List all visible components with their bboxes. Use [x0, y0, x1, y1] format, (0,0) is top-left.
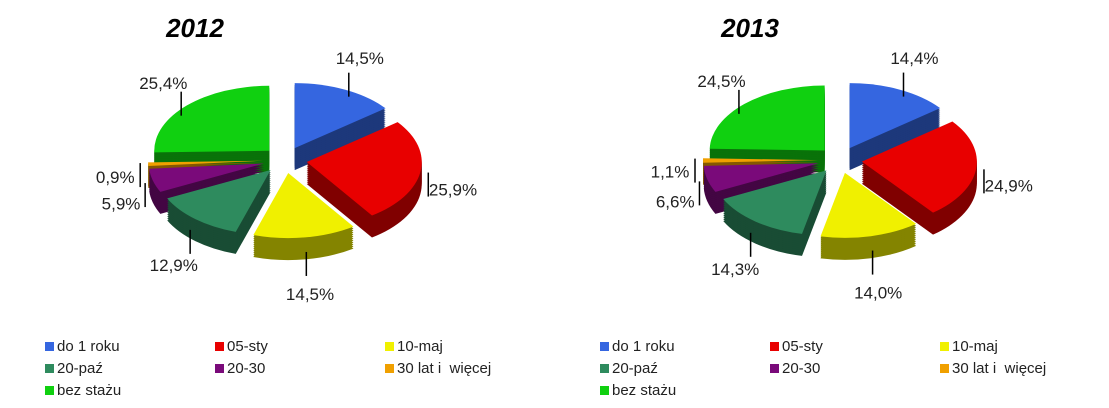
- legend-label: 10-maj: [397, 338, 443, 355]
- legend-swatch: [45, 364, 54, 373]
- data-label: 25,9%: [429, 181, 477, 200]
- data-label: 24,9%: [985, 176, 1033, 195]
- legend-label: 20-30: [782, 360, 820, 377]
- legend-label: bez stażu: [612, 382, 676, 399]
- data-label: 25,4%: [139, 74, 187, 93]
- legend-label: do 1 roku: [612, 338, 675, 355]
- legend-label: bez stażu: [57, 382, 121, 399]
- data-label: 14,3%: [711, 260, 759, 279]
- slice: [148, 160, 264, 167]
- slice: [167, 169, 271, 232]
- legend-swatch: [770, 342, 779, 351]
- slice: [294, 83, 386, 149]
- chart-title: 2012: [165, 13, 224, 43]
- slice: [306, 122, 422, 216]
- data-label: 14,4%: [890, 49, 938, 68]
- data-label: 1,1%: [651, 162, 690, 181]
- legend-swatch: [215, 342, 224, 351]
- slice: [703, 158, 819, 163]
- legend-label: 30 lat i więcej: [397, 360, 491, 377]
- data-label: 0,9%: [96, 168, 135, 187]
- legend-label: 05-sty: [782, 338, 823, 355]
- data-label: 14,0%: [854, 283, 902, 302]
- data-label: 14,5%: [336, 49, 384, 68]
- legend-label: 05-sty: [227, 338, 268, 355]
- slice: [861, 121, 977, 213]
- slice: [849, 83, 941, 149]
- data-label: 5,9%: [102, 194, 141, 213]
- legend-swatch: [45, 386, 54, 395]
- legend-label: 20-30: [227, 360, 265, 377]
- legend-swatch: [385, 364, 394, 373]
- data-label: 12,9%: [150, 256, 198, 275]
- legend-swatch: [385, 342, 394, 351]
- legend-swatch: [45, 342, 54, 351]
- legend-swatch: [215, 364, 224, 373]
- slice: [154, 85, 270, 153]
- slice: [723, 170, 827, 234]
- legend-label: 20-paź: [57, 360, 103, 377]
- legend-swatch: [940, 364, 949, 373]
- legend-swatch: [600, 386, 609, 395]
- slice: [709, 85, 825, 151]
- legend-label: 30 lat i więcej: [952, 360, 1046, 377]
- legend-swatch: [940, 342, 949, 351]
- data-label: 14,5%: [286, 285, 334, 304]
- legend-label: 10-maj: [952, 338, 998, 355]
- chart-title: 2013: [720, 13, 779, 43]
- slice: [820, 172, 917, 238]
- data-label: 6,6%: [656, 192, 695, 211]
- data-label: 24,5%: [697, 72, 745, 91]
- legend-label: 20-paź: [612, 360, 658, 377]
- legend-swatch: [770, 364, 779, 373]
- legend-label: do 1 roku: [57, 338, 120, 355]
- slice: [253, 173, 354, 239]
- slice: [703, 163, 819, 192]
- legend-swatch: [600, 364, 609, 373]
- slice: [149, 163, 264, 192]
- legend-swatch: [600, 342, 609, 351]
